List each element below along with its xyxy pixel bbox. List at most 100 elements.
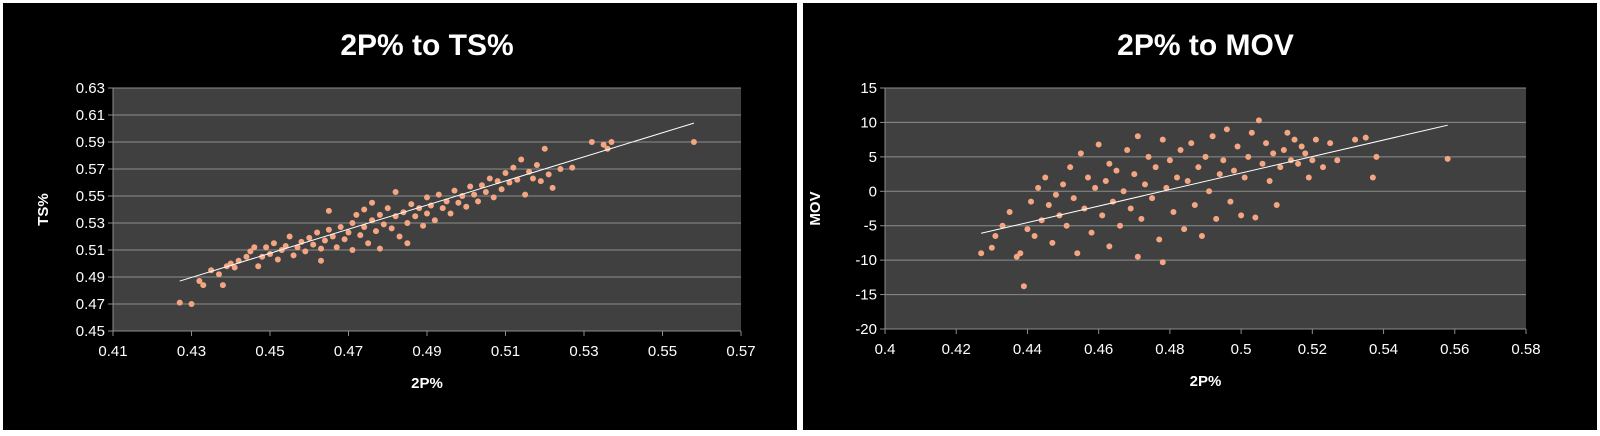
data-point [1373, 153, 1380, 160]
x-tick-label: 0.56 [1440, 341, 1469, 358]
data-point [1369, 174, 1376, 181]
data-point [1042, 174, 1049, 181]
data-point [1259, 160, 1266, 167]
x-tick-label: 0.52 [1298, 341, 1327, 358]
y-tick-label: 15 [860, 80, 877, 97]
data-point [345, 229, 352, 236]
data-point [357, 232, 364, 239]
data-point [1045, 202, 1052, 209]
data-point [1006, 208, 1013, 215]
data-point [1149, 195, 1156, 202]
data-point [1291, 136, 1298, 143]
y-axis-title: MOV [807, 191, 824, 225]
data-point [353, 211, 360, 218]
data-point [588, 139, 595, 145]
data-point [1052, 191, 1059, 198]
data-point [219, 282, 226, 289]
data-point [1362, 134, 1369, 141]
data-point [1092, 184, 1099, 191]
data-point [1017, 250, 1024, 257]
data-point [1202, 153, 1209, 160]
axis-lines [884, 88, 1526, 330]
data-point [1238, 212, 1245, 219]
data-point [349, 247, 356, 253]
y-tick-label: 0.61 [76, 107, 105, 124]
data-point [310, 241, 317, 248]
y-tick-label: 5 [869, 149, 877, 166]
data-point [325, 207, 332, 214]
data-point [549, 184, 556, 191]
data-point [1227, 198, 1234, 205]
data-point [475, 198, 482, 205]
data-point [545, 171, 552, 178]
data-point [978, 250, 985, 257]
data-point [420, 222, 427, 229]
data-point [321, 237, 328, 244]
data-point [999, 222, 1006, 229]
data-point [1334, 157, 1341, 164]
y-tick-labels: -20 -15 -10 -5 0 5 10 15 [855, 80, 877, 338]
data-point [1298, 143, 1305, 150]
data-point [502, 170, 509, 177]
data-point [1049, 239, 1056, 246]
data-point [314, 229, 321, 236]
y-tick-label: 0 [869, 183, 877, 200]
data-point [376, 211, 383, 218]
y-tick-label: 10 [860, 114, 877, 131]
data-point [490, 194, 497, 201]
data-point [690, 139, 697, 145]
data-point [529, 175, 536, 182]
y-tick-label: 0.51 [76, 242, 105, 259]
data-point [1163, 184, 1170, 191]
data-point [1106, 243, 1113, 250]
data-point [1077, 150, 1084, 157]
data-point [270, 240, 277, 247]
x-tick-label: 0.58 [1511, 341, 1540, 358]
data-point [1198, 233, 1205, 240]
data-point [243, 253, 250, 260]
y-tick-label: -15 [855, 287, 877, 304]
data-point [1320, 164, 1327, 171]
x-tick-label: 0.48 [1155, 341, 1184, 358]
data-point [1166, 157, 1173, 164]
data-point [569, 164, 576, 171]
data-point [361, 224, 368, 231]
data-point [1280, 146, 1287, 153]
data-point [557, 166, 564, 172]
data-point [188, 301, 195, 307]
data-point [1113, 167, 1120, 174]
data-point [176, 299, 183, 306]
data-point [1209, 133, 1216, 140]
data-point [463, 203, 470, 210]
y-tick-label: 0.49 [76, 269, 105, 286]
chart-title: 2P% to MOV [1117, 29, 1294, 62]
x-tick-label: 0.43 [177, 343, 206, 360]
y-tick-labels: 0.45 0.47 0.49 0.51 0.53 0.55 0.57 0.59 0.61 0.63 [76, 80, 105, 340]
data-point [1074, 250, 1081, 257]
data-point [372, 228, 379, 235]
data-point [439, 205, 446, 212]
data-point [1159, 259, 1166, 266]
y-tick-label: 0.45 [76, 323, 105, 340]
x-tick-label: 0.5 [1231, 341, 1252, 358]
data-point [451, 187, 458, 194]
data-point [1255, 117, 1262, 124]
data-point [541, 145, 548, 152]
data-point [435, 191, 442, 198]
data-point [1191, 202, 1198, 209]
data-point [992, 233, 999, 240]
data-point [1252, 214, 1259, 221]
x-tick-label: 0.53 [569, 343, 598, 360]
data-point [1099, 212, 1106, 219]
data-point [365, 240, 372, 247]
data-point [537, 178, 544, 185]
data-point [1127, 205, 1134, 212]
data-points [176, 139, 697, 307]
data-point [274, 256, 281, 263]
data-point [1063, 222, 1070, 229]
left-chart-panel: 0.41 0.43 0.45 0.47 0.49 0.51 0.53 0.55 0.57 0.4… [3, 3, 797, 430]
data-points [978, 117, 1451, 290]
data-point [1266, 177, 1273, 184]
data-point [1188, 140, 1195, 147]
y-tick-label: 0.59 [76, 134, 105, 151]
